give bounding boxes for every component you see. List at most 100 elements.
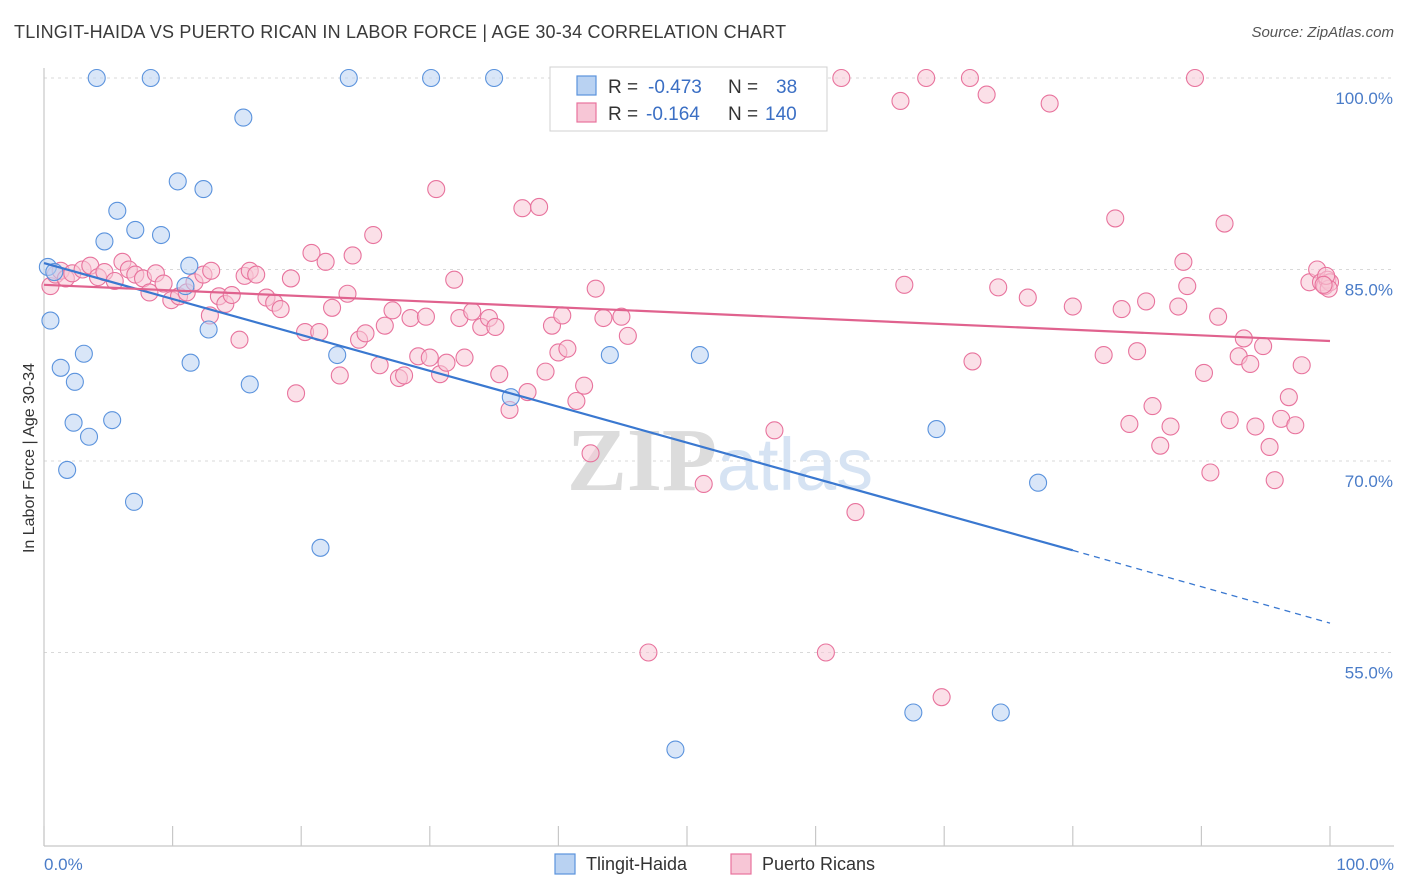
tlingit-haida-point-10: [95, 232, 114, 251]
puerto-ricans-point-122: [1241, 354, 1260, 374]
puerto-ricans-point-59: [445, 270, 464, 289]
puerto-ricans-point-108: [1143, 397, 1162, 416]
axes: [43, 68, 1394, 847]
tlingit-haida-trend-line: [43, 262, 1074, 552]
puerto-ricans-point-33: [271, 300, 290, 319]
puerto-ricans-point-113: [1178, 277, 1197, 296]
tlingit-haida-point-13: [124, 492, 144, 511]
puerto-ricans-point-95: [960, 68, 979, 88]
tlingit-haida-point-20: [181, 353, 200, 372]
puerto-ricans-point-118: [1215, 214, 1234, 233]
legend-swatch-blue: [576, 75, 597, 96]
puerto-ricans-point-61: [455, 348, 474, 367]
puerto-ricans-point-43: [343, 246, 362, 265]
puerto-ricans-point-109: [1151, 436, 1170, 455]
puerto-ricans-point-112: [1174, 252, 1193, 271]
tlingit-haida-point-27: [339, 68, 358, 88]
puerto-ricans-point-111: [1169, 297, 1188, 316]
puerto-ricans-point-102: [1094, 345, 1113, 365]
puerto-ricans-point-46: [364, 225, 383, 245]
chart-title: TLINGIT-HAIDA VS PUERTO RICAN IN LABOR F…: [14, 22, 787, 42]
tlingit-haida-point-26: [328, 345, 347, 365]
tlingit-haida-point-29: [485, 68, 504, 88]
puerto-ricans-point-40: [323, 298, 342, 317]
tlingit-haida-point-4: [58, 460, 77, 479]
puerto-ricans-points: [41, 68, 1340, 707]
puerto-ricans-point-68: [513, 199, 532, 218]
bottom-legend-label-tlingit: Tlingit-Haida: [586, 854, 688, 874]
puerto-ricans-point-49: [383, 301, 402, 320]
puerto-ricans-point-70: [530, 197, 549, 216]
puerto-ricans-point-58: [437, 353, 456, 372]
puerto-ricans-point-62: [463, 302, 482, 321]
puerto-ricans-point-100: [1040, 94, 1059, 113]
puerto-ricans-point-128: [1279, 388, 1298, 407]
puerto-ricans-point-79: [586, 279, 605, 298]
legend-n-value-1: 38: [776, 77, 797, 98]
puerto-ricans-point-110: [1161, 417, 1180, 436]
puerto-ricans-point-104: [1112, 300, 1131, 319]
puerto-ricans-point-48: [375, 316, 394, 335]
puerto-ricans-point-35: [287, 384, 306, 403]
bottom-legend-swatch-blue: [554, 853, 576, 875]
puerto-ricans-point-74: [553, 306, 572, 325]
tlingit-haida-point-3: [51, 358, 70, 377]
puerto-ricans-point-124: [1254, 337, 1273, 356]
puerto-ricans-point-139: [1314, 275, 1333, 294]
y-tick-labels: 100.0% 85.0% 70.0% 55.0%: [1335, 89, 1393, 683]
puerto-ricans-point-65: [486, 317, 505, 337]
tlingit-haida-point-1: [41, 311, 60, 330]
tlingit-haida-points: [38, 68, 1048, 759]
puerto-ricans-point-23: [202, 261, 221, 280]
puerto-ricans-point-99: [1018, 288, 1037, 307]
puerto-ricans-point-106: [1128, 342, 1147, 361]
gridlines: [44, 77, 1394, 653]
tlingit-haida-point-32: [666, 740, 685, 759]
puerto-ricans-point-71: [536, 362, 555, 381]
source-label: Source: ZipAtlas.com: [1251, 24, 1394, 41]
puerto-ricans-point-83: [639, 643, 658, 662]
puerto-ricans-point-52: [401, 308, 420, 328]
puerto-ricans-point-98: [989, 278, 1008, 297]
x-tick-label-max: 100.0%: [1336, 855, 1394, 874]
puerto-ricans-point-107: [1137, 292, 1156, 311]
puerto-ricans-point-27: [230, 330, 249, 349]
tlingit-haida-point-6: [65, 372, 84, 391]
legend-n-value-2: 140: [765, 104, 797, 125]
tlingit-haida-point-15: [141, 68, 160, 88]
tlingit-haida-point-36: [991, 703, 1010, 722]
tlingit-haida-point-14: [126, 220, 145, 239]
puerto-ricans-point-85: [694, 474, 713, 494]
puerto-ricans-point-41: [330, 366, 349, 385]
puerto-ricans-point-94: [932, 688, 951, 707]
puerto-ricans-point-66: [490, 365, 509, 384]
puerto-ricans-point-115: [1194, 363, 1214, 382]
tlingit-haida-point-16: [151, 225, 171, 245]
puerto-ricans-point-81: [612, 307, 631, 326]
legend-swatch-pink: [576, 102, 597, 123]
tlingit-haida-point-35: [927, 420, 946, 439]
puerto-ricans-point-76: [567, 391, 586, 411]
puerto-ricans-point-101: [1063, 297, 1082, 316]
tlingit-haida-point-22: [199, 320, 218, 339]
puerto-ricans-point-123: [1246, 417, 1265, 436]
trend-lines: [43, 262, 1331, 624]
puerto-ricans-point-103: [1106, 209, 1125, 228]
puerto-ricans-point-88: [816, 643, 835, 662]
puerto-ricans-point-126: [1265, 471, 1284, 490]
x-tick-label-min: 0.0%: [44, 855, 83, 874]
tlingit-haida-trend-extension: [1072, 549, 1331, 624]
x-ticks: [43, 826, 1331, 846]
puerto-ricans-point-45: [356, 324, 375, 343]
tlingit-haida-point-8: [79, 427, 99, 446]
tlingit-haida-point-19: [180, 256, 199, 275]
puerto-ricans-point-82: [618, 326, 637, 345]
tlingit-haida-point-12: [108, 201, 127, 220]
y-axis-label: In Labor Force | Age 30-34: [21, 363, 38, 553]
legend-n-label-2: N =: [728, 104, 758, 125]
tlingit-haida-point-11: [103, 411, 122, 430]
puerto-ricans-point-93: [917, 68, 936, 88]
legend-r-value-1: -0.473: [648, 77, 702, 98]
legend-r-value-2: -0.164: [646, 104, 700, 125]
